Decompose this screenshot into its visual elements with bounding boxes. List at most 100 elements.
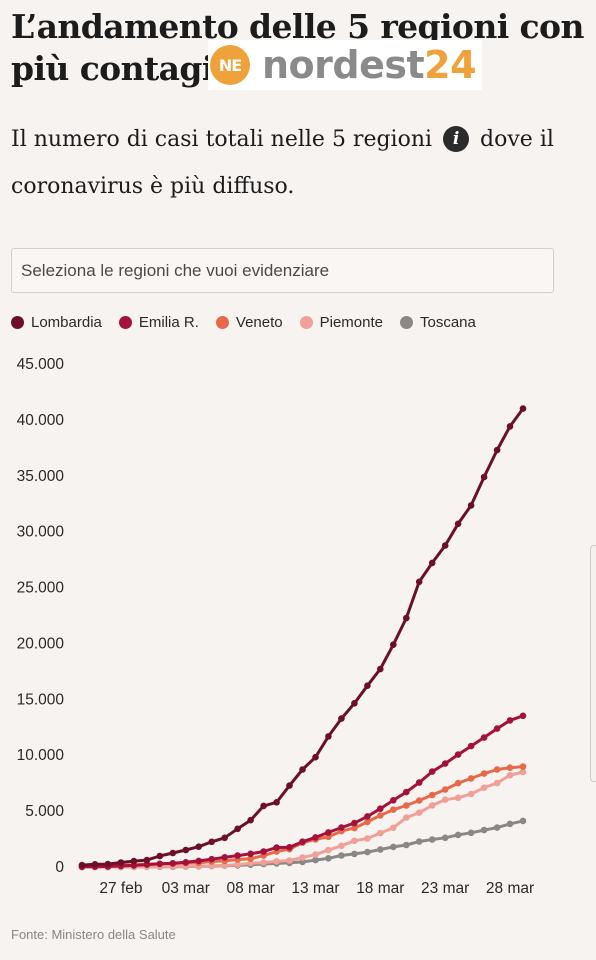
- data-point[interactable]: [403, 788, 410, 796]
- data-point[interactable]: [195, 843, 202, 850]
- data-point[interactable]: [286, 844, 293, 851]
- data-point[interactable]: [364, 682, 371, 689]
- data-point[interactable]: [364, 818, 371, 826]
- data-point[interactable]: [273, 844, 280, 851]
- data-point[interactable]: [519, 712, 527, 720]
- data-point[interactable]: [428, 802, 436, 809]
- data-point[interactable]: [273, 799, 280, 806]
- data-point[interactable]: [312, 856, 319, 864]
- data-point[interactable]: [91, 861, 99, 868]
- data-point[interactable]: [312, 753, 319, 761]
- data-point[interactable]: [312, 834, 319, 841]
- data-point[interactable]: [338, 824, 345, 831]
- data-point[interactable]: [390, 797, 397, 804]
- data-point[interactable]: [351, 824, 358, 832]
- data-point[interactable]: [260, 802, 267, 810]
- data-point[interactable]: [480, 826, 488, 834]
- data-point[interactable]: [260, 848, 267, 855]
- data-point[interactable]: [377, 846, 384, 853]
- data-point[interactable]: [493, 766, 501, 773]
- data-point[interactable]: [467, 790, 475, 798]
- data-point[interactable]: [415, 809, 423, 816]
- data-point[interactable]: [130, 857, 138, 865]
- data-point[interactable]: [493, 824, 501, 831]
- data-point[interactable]: [325, 829, 332, 836]
- data-point[interactable]: [454, 794, 462, 802]
- data-point[interactable]: [506, 764, 514, 771]
- data-point[interactable]: [299, 854, 306, 861]
- data-point[interactable]: [234, 825, 241, 833]
- data-point[interactable]: [441, 760, 449, 767]
- data-point[interactable]: [390, 824, 397, 832]
- data-point[interactable]: [428, 559, 436, 567]
- legend-item[interactable]: Piemonte: [299, 314, 383, 331]
- data-point[interactable]: [104, 860, 112, 868]
- data-point[interactable]: [351, 850, 358, 858]
- data-point[interactable]: [454, 751, 462, 758]
- data-point[interactable]: [506, 717, 514, 724]
- data-point[interactable]: [377, 665, 384, 673]
- series-lombardia[interactable]: [78, 405, 527, 869]
- data-point[interactable]: [338, 715, 345, 722]
- legend-item[interactable]: Emilia R.: [118, 314, 199, 331]
- data-point[interactable]: [156, 852, 164, 860]
- data-point[interactable]: [403, 802, 410, 809]
- data-point[interactable]: [299, 766, 306, 773]
- data-point[interactable]: [493, 446, 501, 454]
- data-point[interactable]: [454, 779, 462, 787]
- data-point[interactable]: [338, 842, 345, 850]
- data-point[interactable]: [351, 700, 358, 707]
- data-point[interactable]: [143, 856, 151, 864]
- data-point[interactable]: [480, 473, 488, 481]
- data-point[interactable]: [325, 733, 332, 740]
- data-point[interactable]: [519, 405, 527, 412]
- data-point[interactable]: [519, 817, 527, 825]
- data-point[interactable]: [312, 851, 319, 858]
- data-point[interactable]: [415, 779, 423, 786]
- legend-item[interactable]: Lombardia: [11, 314, 102, 331]
- side-scroll-handle[interactable]: [590, 545, 596, 782]
- legend-item[interactable]: Veneto: [215, 314, 283, 331]
- data-point[interactable]: [480, 784, 488, 791]
- data-point[interactable]: [390, 641, 397, 648]
- data-point[interactable]: [117, 859, 125, 866]
- data-point[interactable]: [338, 852, 345, 859]
- data-point[interactable]: [247, 855, 254, 862]
- data-point[interactable]: [493, 779, 501, 787]
- data-point[interactable]: [441, 786, 449, 793]
- data-point[interactable]: [78, 861, 86, 869]
- data-point[interactable]: [403, 841, 410, 849]
- data-point[interactable]: [377, 805, 384, 812]
- data-point[interactable]: [441, 542, 449, 549]
- data-point[interactable]: [519, 763, 527, 770]
- data-point[interactable]: [377, 812, 384, 819]
- data-point[interactable]: [467, 742, 475, 750]
- data-point[interactable]: [364, 835, 371, 842]
- data-point[interactable]: [208, 838, 215, 846]
- data-point[interactable]: [441, 834, 449, 842]
- data-point[interactable]: [441, 796, 449, 803]
- data-point[interactable]: [286, 857, 293, 864]
- data-point[interactable]: [221, 834, 228, 842]
- region-search-input[interactable]: [11, 248, 554, 293]
- data-point[interactable]: [390, 843, 397, 851]
- data-point[interactable]: [480, 770, 488, 777]
- data-point[interactable]: [403, 814, 410, 821]
- data-point[interactable]: [260, 859, 267, 866]
- data-point[interactable]: [403, 614, 410, 622]
- data-point[interactable]: [351, 819, 358, 827]
- data-point[interactable]: [415, 838, 423, 845]
- info-icon[interactable]: i: [443, 126, 470, 152]
- data-point[interactable]: [351, 837, 358, 845]
- data-point[interactable]: [325, 855, 332, 862]
- data-point[interactable]: [325, 846, 332, 854]
- data-point[interactable]: [467, 829, 475, 837]
- data-point[interactable]: [428, 791, 436, 799]
- data-point[interactable]: [428, 836, 436, 843]
- data-point[interactable]: [169, 849, 177, 857]
- data-point[interactable]: [467, 502, 475, 509]
- data-point[interactable]: [156, 860, 164, 868]
- data-point[interactable]: [234, 861, 241, 868]
- data-point[interactable]: [364, 848, 371, 856]
- data-point[interactable]: [454, 520, 462, 528]
